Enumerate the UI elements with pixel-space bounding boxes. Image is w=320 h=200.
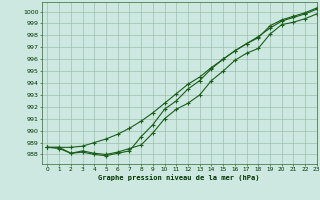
X-axis label: Graphe pression niveau de la mer (hPa): Graphe pression niveau de la mer (hPa) <box>99 174 260 181</box>
